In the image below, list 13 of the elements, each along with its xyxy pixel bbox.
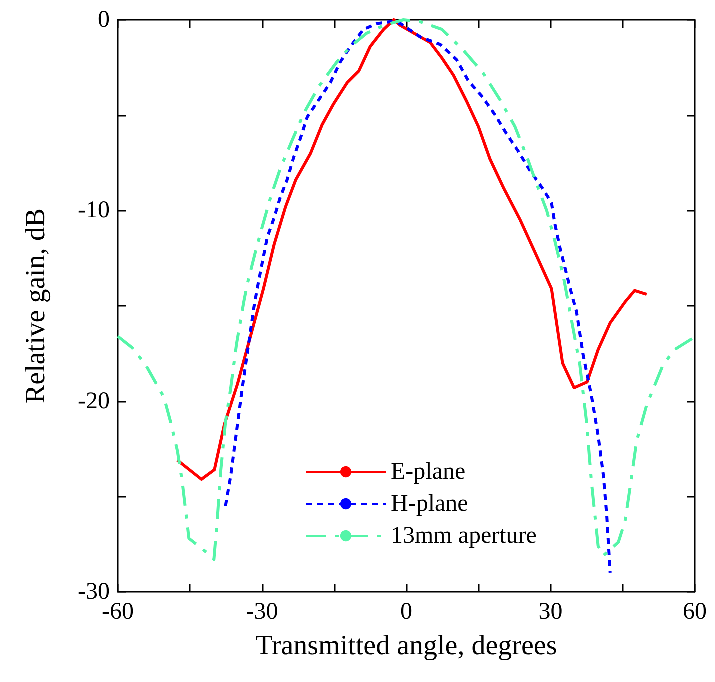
y-tick-label: 0 <box>98 7 110 33</box>
x-tick-label: 30 <box>538 599 563 625</box>
x-tick-label: 0 <box>400 599 412 625</box>
legend-label: H-plane <box>391 491 468 517</box>
y-tick-label: -20 <box>78 388 110 414</box>
legend-label: E-plane <box>391 459 466 485</box>
x-axis-title: Transmitted angle, degrees <box>256 630 558 662</box>
line-series <box>224 20 612 574</box>
legend-label: 13mm aperture <box>391 523 537 549</box>
x-tick-label: 60 <box>683 599 707 625</box>
y-tick-label: -10 <box>78 198 110 224</box>
x-tick-label: -30 <box>246 599 278 625</box>
y-axis-title: Relative gain, dB <box>20 208 52 404</box>
